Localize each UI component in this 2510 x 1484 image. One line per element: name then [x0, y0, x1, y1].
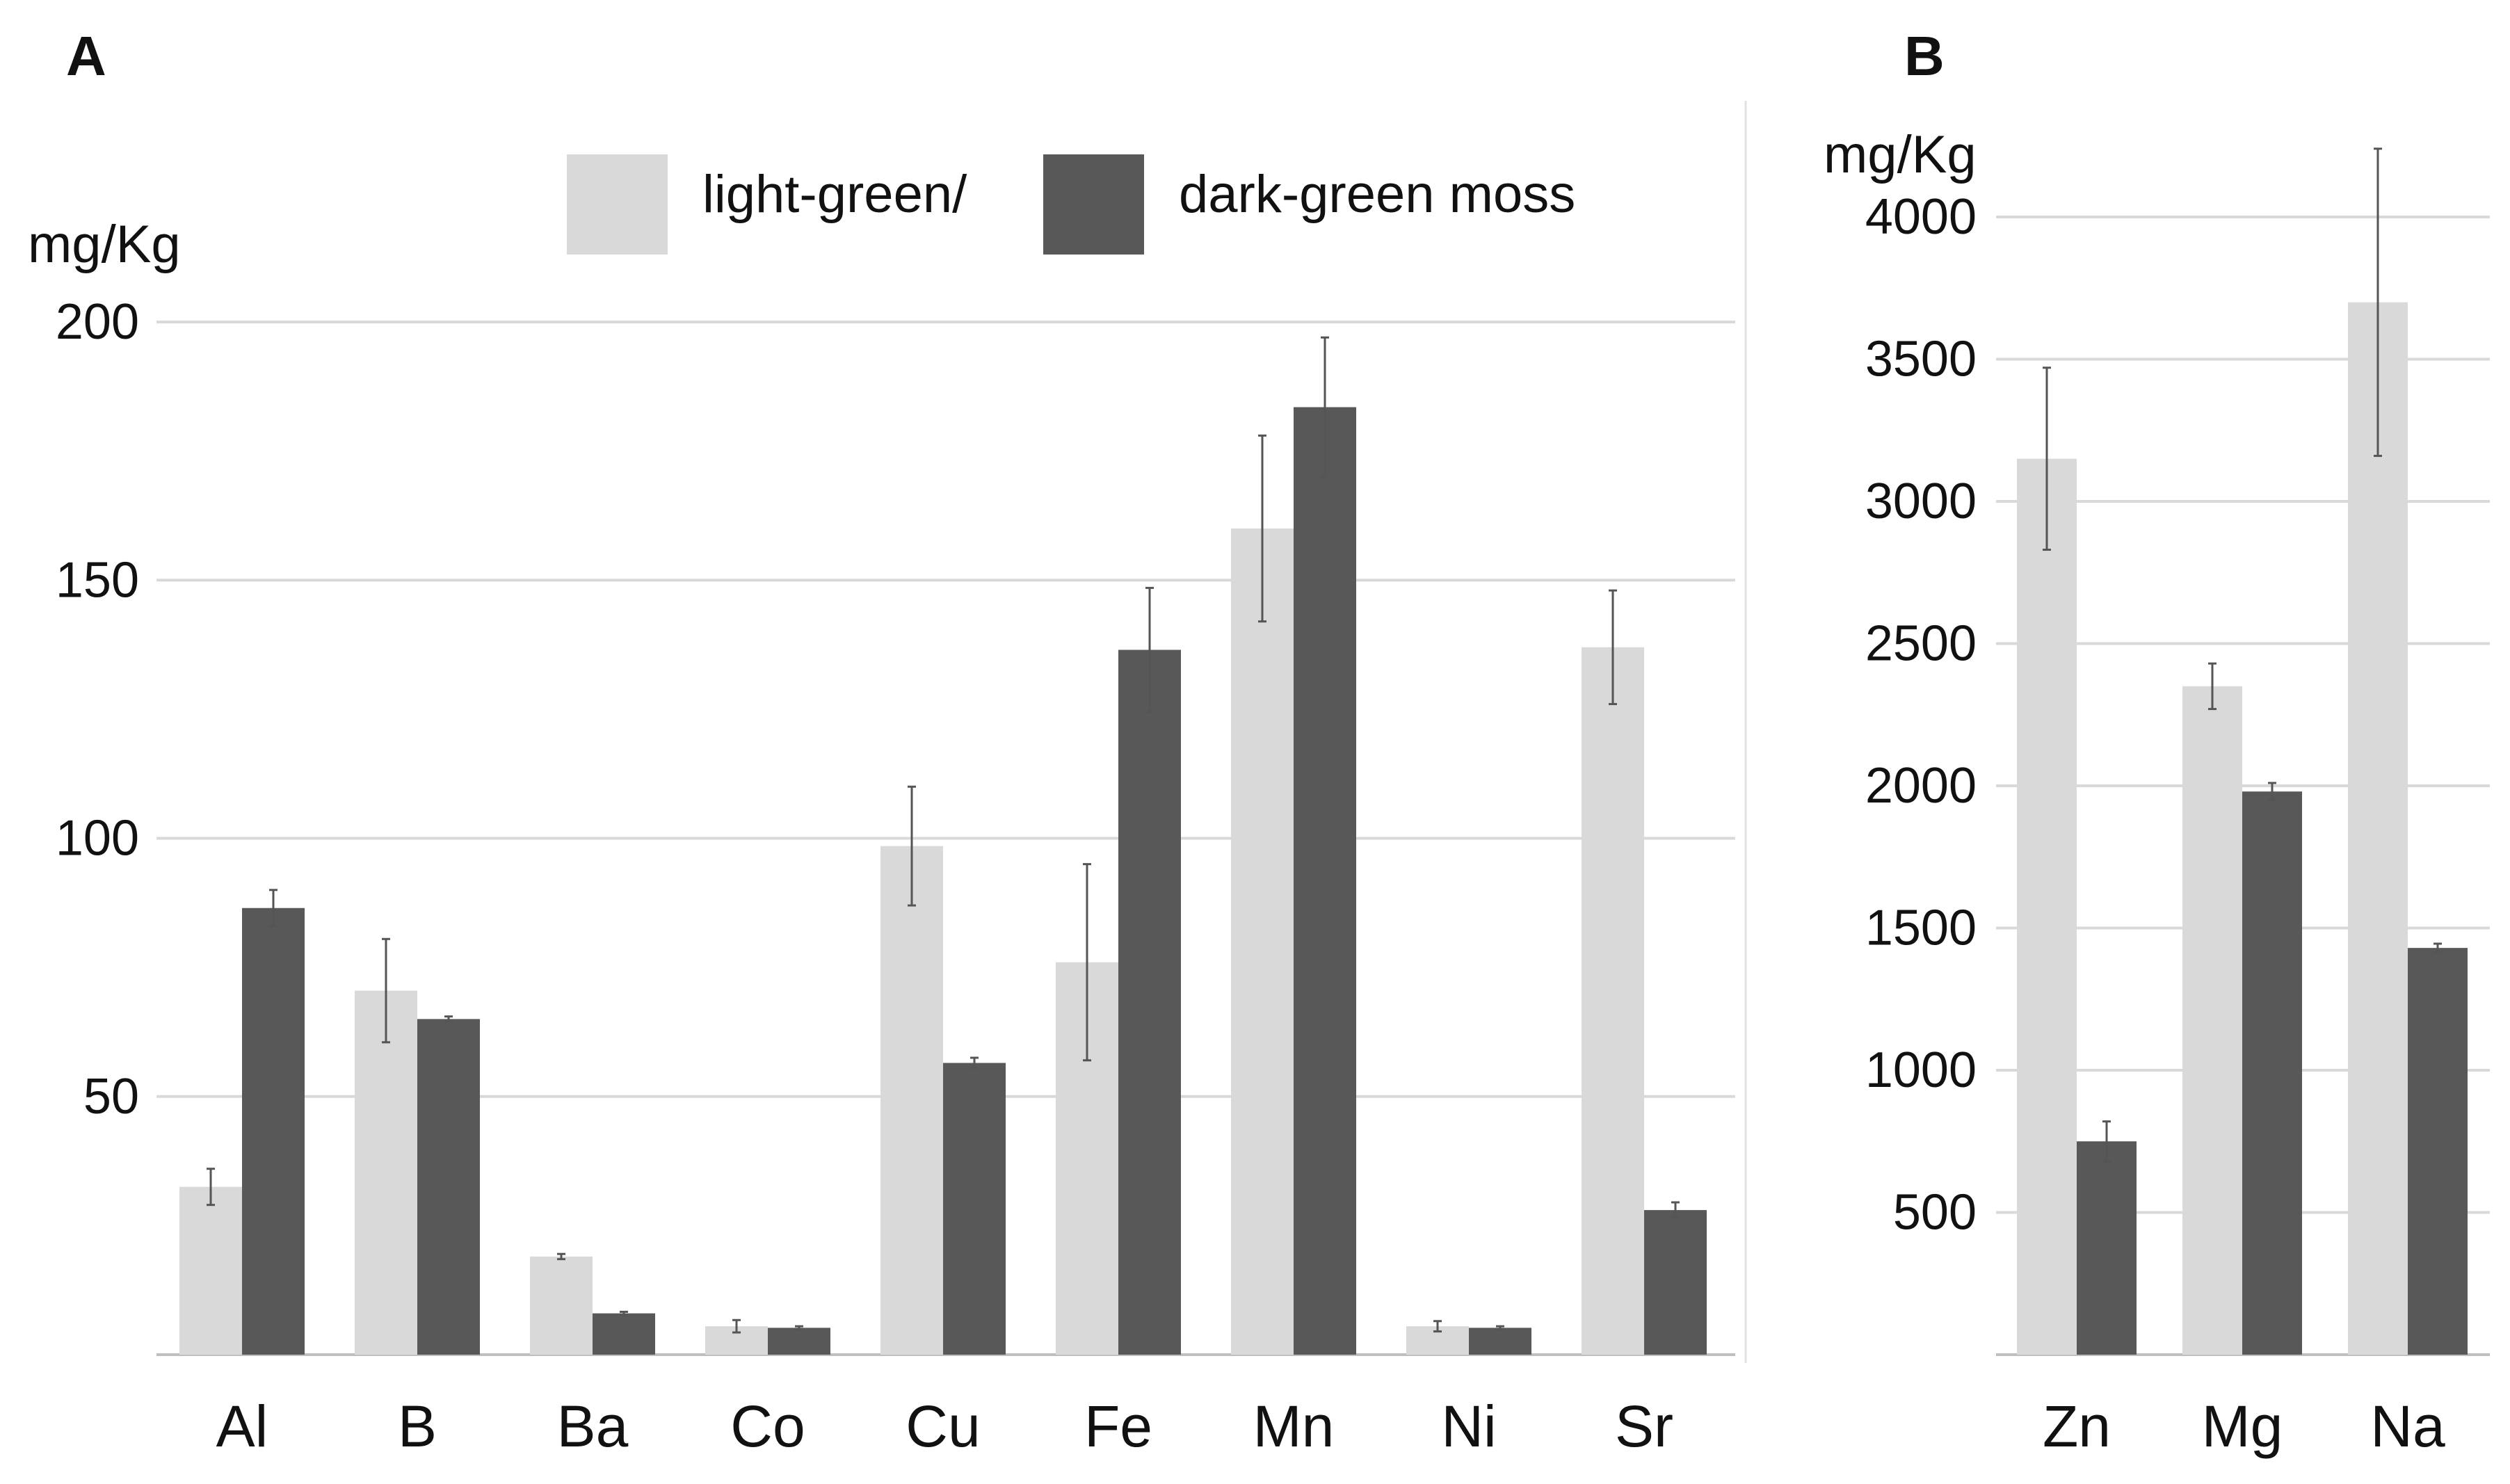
- panel-b-y-tick-label: 2500: [1865, 616, 1977, 672]
- panel-a-label: A: [66, 25, 106, 87]
- panel-a-x-tick-label: Ni: [1441, 1394, 1496, 1459]
- panel-b-y-tick-label: 3500: [1865, 332, 1977, 387]
- panel-a-bar-al-dark: [242, 908, 305, 1355]
- panel-a-plot: 50 100 150 200 Al B Ba Co Cu Fe Mn Ni Sr: [56, 294, 1735, 1459]
- panel-b-y-tick-label: 2000: [1865, 758, 1977, 814]
- legend-label-dark: dark-green moss: [1179, 165, 1575, 224]
- panel-b-y-axis-title: mg/Kg: [1824, 125, 1977, 184]
- panel-b-x-tick-label: Na: [2370, 1394, 2445, 1459]
- panel-b-label: B: [1904, 25, 1945, 87]
- panel-a-x-tick-label: Cu: [906, 1394, 980, 1459]
- panel-a-x-tick-label: Mn: [1253, 1394, 1335, 1459]
- panel-a-bar-mn-light: [1231, 529, 1294, 1355]
- panel-a-x-tick-label: B: [398, 1394, 437, 1459]
- panel-b-bar-na-light: [2348, 302, 2408, 1355]
- panel-b-bar-na-dark: [2408, 948, 2468, 1355]
- legend: light-green/ dark-green moss: [567, 154, 1575, 255]
- panel-a-bar-ni-dark: [1469, 1328, 1531, 1355]
- panel-a-bar-ba-light: [530, 1256, 593, 1355]
- panel-b-x-tick-label: Mg: [2202, 1394, 2283, 1459]
- panel-a-bar-cu-dark: [943, 1063, 1006, 1355]
- panel-a-bar-b-light: [355, 990, 417, 1355]
- panel-a-y-axis-title: mg/Kg: [28, 215, 181, 274]
- panel-a-bar-co-dark: [768, 1328, 830, 1355]
- panel-a-y-tick-label: 200: [56, 294, 139, 350]
- panel-a-bar-cu-light: [880, 846, 943, 1355]
- panel-b-bar-zn-light: [2017, 458, 2077, 1355]
- panel-a-bar-mn-dark: [1294, 407, 1356, 1355]
- panel-a-bar-sr-dark: [1644, 1210, 1707, 1355]
- panel-a-bar-fe-dark: [1118, 650, 1181, 1355]
- panel-b-bar-mg-dark: [2242, 791, 2302, 1355]
- panel-b-bar-mg-light: [2182, 686, 2242, 1355]
- panel-a-y-tick-label: 50: [83, 1069, 139, 1124]
- panel-b-y-tick-label: 1000: [1865, 1042, 1977, 1098]
- panel-a-x-tick-label: Al: [216, 1394, 268, 1459]
- panel-b-y-tick-label: 4000: [1865, 189, 1977, 245]
- panel-a-y-tick-label: 150: [56, 552, 139, 608]
- panel-a-bar-al-light: [179, 1186, 242, 1355]
- panel-a-x-tick-label: Co: [730, 1394, 805, 1459]
- panel-b-y-tick-label: 1500: [1865, 901, 1977, 956]
- panel-a-bar-ba-dark: [593, 1313, 655, 1355]
- panel-b-plot: 500 1000 1500 2000 2500 3000 3500 4000 Zn Mg Na: [1865, 147, 2490, 1459]
- panel-a-bar-sr-light: [1582, 647, 1644, 1355]
- panel-a-y-tick-label: 100: [56, 811, 139, 866]
- panel-b-y-tick-label: 3000: [1865, 474, 1977, 529]
- legend-swatch-light: [567, 154, 668, 255]
- panel-a-bar-b-dark: [417, 1019, 480, 1355]
- panel-a-x-tick-label: Sr: [1615, 1394, 1673, 1459]
- panel-b-x-tick-label: Zn: [2043, 1394, 2111, 1459]
- panel-b-y-tick-label: 500: [1893, 1185, 1977, 1241]
- panel-a-x-tick-label: Ba: [557, 1394, 629, 1459]
- legend-swatch-dark: [1043, 154, 1144, 255]
- panel-a-x-tick-label: Fe: [1084, 1394, 1152, 1459]
- legend-label-light: light-green/: [702, 165, 967, 224]
- panel-b-bar-zn-dark: [2077, 1141, 2137, 1355]
